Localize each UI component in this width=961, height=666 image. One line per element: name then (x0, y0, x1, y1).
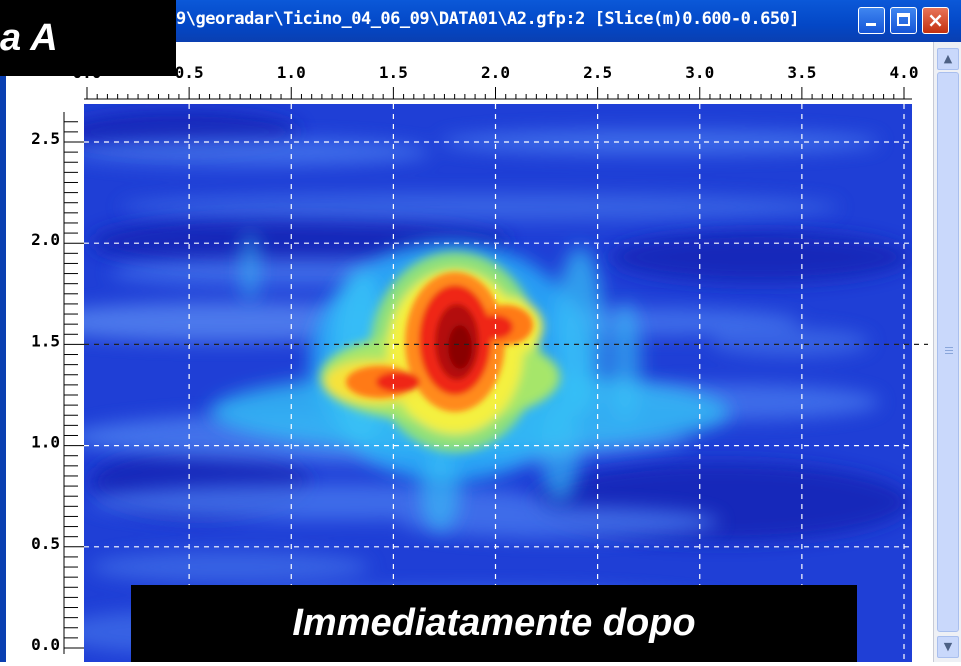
slice-plot: 0.5 1.0 1.5 2.0 2.5 3.0 3.5 4.0 0.0 2.5 2.0 1.5 1.0… (0, 42, 933, 662)
y-tick-label: 0.5 (31, 534, 60, 553)
x-tick-label: 1.5 (379, 63, 408, 82)
x-tick-label: 1.0 (277, 63, 306, 82)
chevron-down-icon: ▼ (943, 640, 953, 653)
vertical-scrollbar[interactable]: ▲ ▼ (933, 42, 961, 662)
minimize-button[interactable] (858, 7, 885, 34)
close-icon: × (927, 8, 944, 32)
x-tick-label: 0.5 (175, 63, 204, 82)
x-axis: 0.51.01.52.02.53.03.54.00.0 (73, 63, 919, 100)
y-tick-label: 0.0 (31, 635, 60, 654)
y-tick-label: 2.5 (31, 129, 60, 148)
maximize-icon (897, 13, 910, 26)
grip-line (945, 353, 953, 354)
maximize-button[interactable] (890, 7, 917, 34)
overlay-label: a A (0, 0, 176, 76)
scroll-down-button[interactable]: ▼ (937, 636, 959, 658)
chevron-up-icon: ▲ (943, 52, 953, 65)
heatmap-svg: 0.5 1.0 1.5 2.0 2.5 3.0 3.5 4.0 0.0 2.5 2.0 1.5 1.0… (31, 63, 928, 662)
window-title: 9\georadar\Ticino_04_06_09\DATA01\A2.gfp… (176, 9, 800, 29)
close-button[interactable]: × (922, 7, 949, 34)
minimize-icon (866, 23, 876, 26)
window-frame-left (0, 42, 6, 662)
x-tick-label: 2.5 (583, 63, 612, 82)
scroll-thumb[interactable] (937, 72, 959, 632)
y-tick-label: 1.0 (31, 433, 60, 452)
y-axis: 2.5 2.0 1.5 1.0 0.5 0.0 (31, 112, 84, 654)
grip-line (945, 350, 953, 351)
x-tick-label: 3.5 (787, 63, 816, 82)
grip-line (945, 347, 953, 348)
x-tick-label: 2.0 (481, 63, 510, 82)
scroll-up-button[interactable]: ▲ (937, 48, 959, 70)
y-tick-label: 1.5 (31, 331, 60, 350)
y-tick-label: 2.0 (31, 230, 60, 249)
grid-lines (84, 104, 928, 662)
x-tick-label: 4.0 (890, 63, 919, 82)
x-tick-label: 3.0 (685, 63, 714, 82)
heatmap-field (84, 104, 912, 662)
caption-banner: Immediatamente dopo (131, 585, 857, 662)
